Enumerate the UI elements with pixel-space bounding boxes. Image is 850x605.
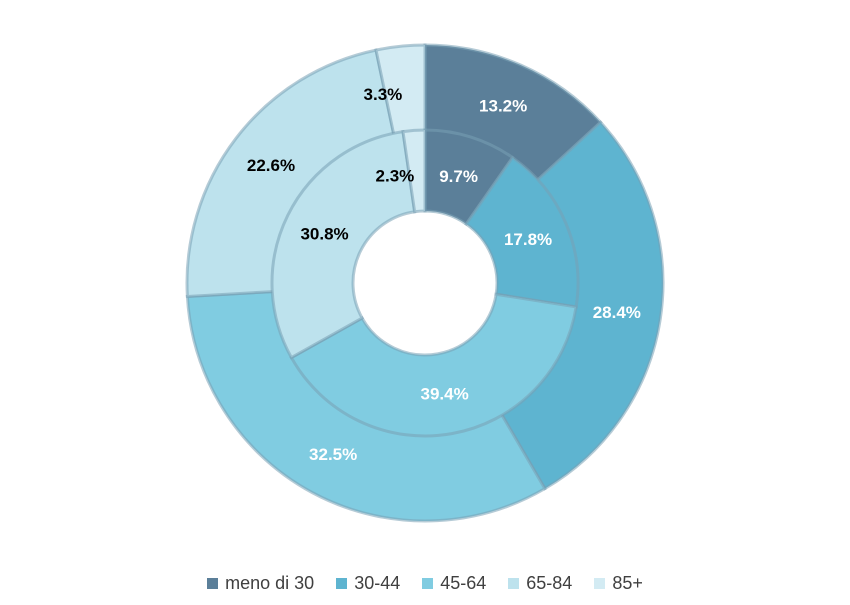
outer-label-65-84: 22.6% [247, 156, 295, 175]
legend-swatch [207, 577, 219, 589]
outer-label-85: 3.3% [364, 85, 403, 104]
legend-item-30-44: 30-44 [336, 573, 400, 594]
legend-swatch [336, 577, 348, 589]
slice-labels: 13.2% 28.4% 32.5% 22.6% 3.3% 9.7% 17.8% 39.4% 30… [247, 85, 641, 464]
inner-label-45-64: 39.4% [421, 384, 469, 403]
legend-label: 65-84 [526, 572, 573, 593]
inner-slice-65-84 [270, 129, 417, 360]
outer-ring [185, 43, 665, 523]
legend-item-meno-di-30: meno di 30 [207, 573, 314, 594]
outer-label-meno-di-30: 13.2% [479, 96, 527, 115]
legend-label: meno di 30 [225, 572, 315, 593]
inner-label-meno-di-30: 9.7% [439, 167, 478, 186]
legend-item-45-64: 45-64 [422, 573, 486, 594]
legend-swatch [508, 577, 520, 589]
legend-swatch [594, 577, 606, 589]
inner-label-30-44: 17.8% [504, 230, 552, 249]
inner-label-85: 2.3% [376, 166, 415, 185]
legend-item-85: 85+ [594, 573, 643, 594]
outer-label-30-44: 28.4% [593, 303, 641, 322]
inner-slice-85 [401, 128, 427, 214]
legend-label: 30-44 [354, 572, 401, 593]
legend: meno di 30 30-44 45-64 65-84 85+ [0, 568, 850, 598]
legend-item-65-84: 65-84 [508, 573, 572, 594]
inner-ring [270, 128, 580, 438]
outer-label-45-64: 32.5% [309, 445, 357, 464]
legend-label: 85+ [612, 572, 643, 593]
legend-swatch [422, 577, 434, 589]
legend-label: 45-64 [440, 572, 487, 593]
inner-slice-45-64 [289, 292, 578, 438]
inner-slice-30-44 [464, 155, 580, 309]
inner-label-65-84: 30.8% [300, 224, 348, 243]
